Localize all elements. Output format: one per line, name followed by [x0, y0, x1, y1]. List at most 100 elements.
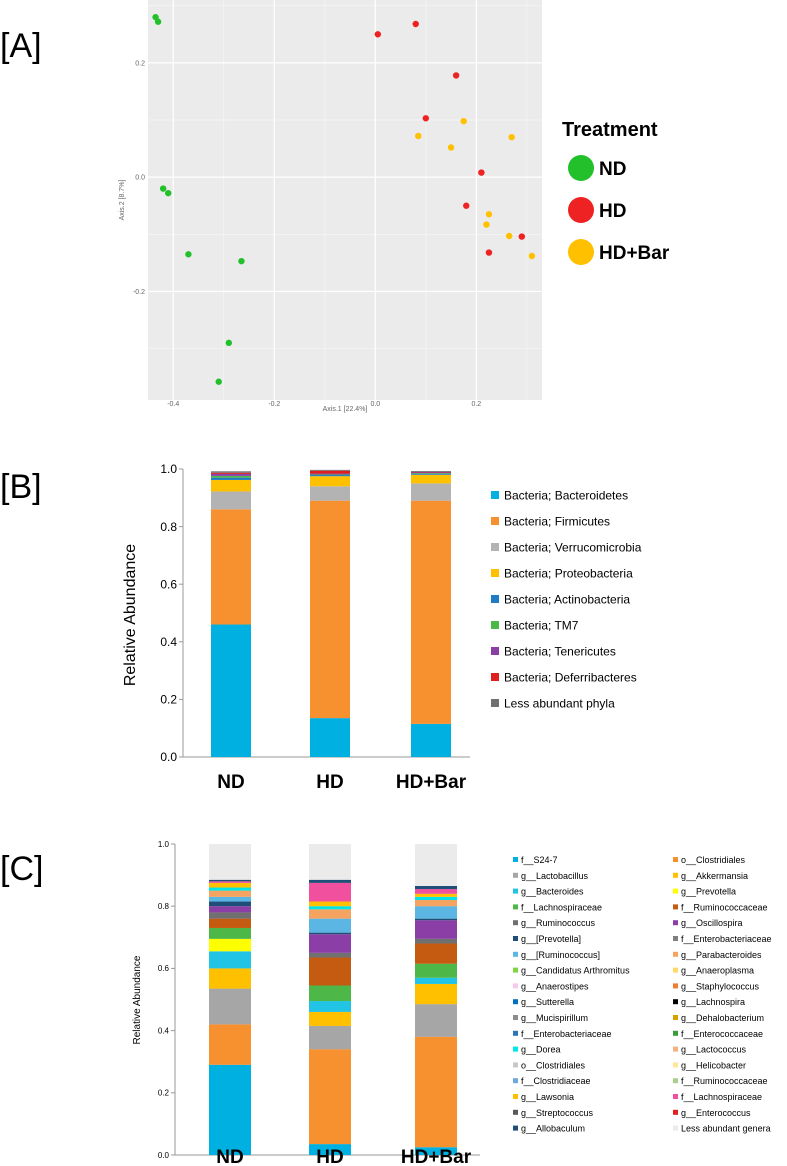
legend-label-g-mucispirillum: g__Mucispirillum	[521, 1013, 588, 1023]
bar-segment-bacteria-actinobacteria	[211, 477, 251, 480]
legend-swatch-g-anaeroplasma	[673, 967, 678, 973]
legend-label-g-lawsonia: g__Lawsonia	[521, 1092, 574, 1102]
legend-swatch-bacteria-verrucomicrobia	[491, 543, 499, 551]
legend-swatch-o-clostridiales	[673, 857, 678, 862]
scatter-point-hd-bar	[447, 144, 455, 151]
bar-segment-bacteria-actinobacteria	[310, 475, 350, 477]
legend-label-f-enterobacteriaceae: f__Enterobacteriaceae	[521, 1029, 612, 1039]
scatter-point-hd-bar	[483, 221, 490, 228]
bar-segment-g-parabacteroides	[309, 909, 351, 919]
legend-swatch-g-prevotella	[513, 936, 518, 941]
scatter-point-hd-bar	[508, 133, 515, 141]
legend-label-g-ruminococcus: g__[Ruminococcus]	[521, 950, 600, 960]
y-tick-label: 0.8	[158, 902, 170, 911]
bar-segment-g-oscillospira	[415, 920, 457, 939]
legend-label-g-bacteroides: g__Bacteroides	[521, 887, 584, 897]
legend-label-g-allobaculum: g__Allobaculum	[521, 1124, 585, 1134]
bar-segment-f-ruminococcaceae	[309, 957, 351, 986]
category-label-hd: HD	[316, 1147, 343, 1166]
bar-segment-bacteria-verrucomicrobia	[411, 483, 451, 501]
bar-segment-g-allobaculum	[415, 885, 457, 890]
bar-segment-g-allobaculum	[209, 879, 251, 882]
scatter-point-hd	[518, 233, 525, 240]
y-tick-label: 0.4	[160, 635, 177, 649]
legend-swatch-g-allobaculum	[513, 1125, 518, 1131]
bar-segment-bacteria-bacteroidetes	[310, 718, 350, 757]
legend-label-f-enterobacteriaceae: f__Enterobacteriaceae	[681, 934, 772, 944]
phylum-stacked-bar-chart: 0.0 0.2 0.4 0.6 0.8 1.0 ND HD HD+Bar	[160, 462, 470, 793]
legend-swatch-g-oscillospira	[673, 920, 678, 926]
y-tick-label: 0.0	[158, 1151, 170, 1160]
bar-segment-bacteria-tenericutes	[411, 472, 451, 474]
legend-label-g-staphylococcus: g__Staphylococcus	[681, 981, 760, 991]
scatter-points	[152, 13, 536, 385]
bar-segment-g-dorea	[209, 887, 251, 891]
legend-label-o-clostridiales: o__Clostridiales	[681, 855, 746, 865]
scatter-y-tick-label: -0.2	[133, 289, 145, 296]
bar-segment-bacteria-actinobacteria	[411, 473, 451, 475]
legend-label-less-abundant-phyla: Less abundant phyla	[504, 697, 615, 711]
bar-segment-g-akkermansia	[309, 1011, 351, 1026]
bar-segment-f-s24-7	[309, 1144, 351, 1155]
bar-segment-g-bacteroides	[415, 977, 457, 984]
legend-label-f-s24-7: f__S24-7	[521, 855, 558, 865]
bar-segment-bacteria-verrucomicrobia	[211, 491, 251, 510]
legend-swatch-f-ruminococcaceae	[673, 1078, 678, 1084]
y-tick-label: 0.6	[158, 964, 170, 973]
legend-label-g-parabacteroides: g__Parabacteroides	[681, 950, 762, 960]
bar-segment-bacteria-proteobacteria	[411, 474, 451, 484]
scatter-point-hd	[478, 169, 485, 176]
scatter-point-nd	[215, 378, 222, 385]
scatter-y-tick-label: 0.0	[135, 175, 145, 182]
panel-label-a: [A]	[0, 27, 42, 65]
legend-label-g-oscillospira: g__Oscillospira	[681, 918, 743, 928]
panel-label-c: [C]	[0, 850, 43, 888]
legend-swatch-f-enterococcaceae	[673, 1030, 678, 1036]
bar-segment-bacteria-firmicutes	[411, 500, 451, 724]
bar-segment-g-dorea	[309, 906, 351, 910]
scatter-point-hd	[412, 20, 419, 28]
legend-swatch-bacteria-bacteroidetes	[491, 491, 499, 499]
bar-segment-less-abundant-genera	[209, 845, 251, 880]
bar-segment-f-lachnospiraceae	[309, 882, 351, 902]
legend-label-g-candidatus-arthromitus: g__Candidatus Arthromitus	[521, 966, 630, 976]
legend-label-f-lachnospiraceae: f__Lachnospiraceae	[681, 1092, 762, 1102]
legend-swatch-hd-bar	[568, 239, 594, 265]
legend-swatch-f-enterobacteriaceae	[513, 1030, 518, 1036]
bar-segment-bacteria-deferribacteres	[411, 471, 451, 473]
legend-swatch-g-dorea	[513, 1046, 518, 1052]
legend-swatch-g-staphylococcus	[673, 983, 678, 989]
legend-swatch-nd	[568, 155, 594, 181]
scatter-x-tick-label: -0.2	[268, 401, 280, 408]
scatter-legend-title: Treatment	[562, 119, 658, 141]
legend-label-f-ruminococcaceae: f__Ruminococcaceae	[681, 902, 768, 912]
legend-swatch-g-lactobacillus	[513, 872, 518, 878]
legend-swatch-g-streptococcus	[513, 1109, 518, 1115]
bar-segment-less-abundant-phyla	[211, 471, 251, 473]
legend-swatch-f-clostridiaceae	[513, 1078, 518, 1084]
legend-swatch-g-lactococcus	[673, 1046, 678, 1052]
scatter-legend: ND HD HD+Bar	[568, 155, 670, 265]
y-tick-label: 1.0	[158, 840, 170, 849]
legend-label-bacteria-actinobacteria: Bacteria; Actinobacteria	[504, 593, 630, 607]
legend-label-f-ruminococcaceae: f__Ruminococcaceae	[681, 1076, 768, 1086]
legend-label-bacteria-verrucomicrobia: Bacteria; Verrucomicrobia	[504, 541, 642, 555]
legend-swatch-bacteria-tenericutes	[491, 647, 499, 655]
legend-swatch-g-enterococcus	[673, 1109, 678, 1115]
scatter-point-nd	[238, 257, 245, 265]
scatter-point-hd-bar	[528, 252, 536, 260]
bar-segment-g-oscillospira	[209, 906, 251, 913]
bar-segment-bacteria-proteobacteria	[211, 479, 251, 492]
bar-segment-less-abundant-genera	[309, 853, 351, 880]
bar-segment-bacteria-tm7	[411, 473, 451, 474]
legend-swatch-g-dehalobacterium	[673, 1015, 678, 1020]
bar-segment-g-bacteroides	[309, 1001, 351, 1012]
bar-segment-g-ruminococcus	[309, 952, 351, 958]
legend-swatch-g-prevotella	[673, 888, 678, 894]
legend-label-g-ruminococcus: g__Ruminococcus	[521, 918, 596, 928]
legend-label-bacteria-deferribacteres: Bacteria; Deferribacteres	[504, 671, 637, 685]
bar-segment-bacteria-bacteroidetes	[411, 723, 451, 757]
bar-segment-g-lactobacillus	[309, 1025, 351, 1050]
legend-label-hd-bar: HD+Bar	[599, 243, 670, 264]
legend-label-bacteria-proteobacteria: Bacteria; Proteobacteria	[504, 567, 633, 581]
